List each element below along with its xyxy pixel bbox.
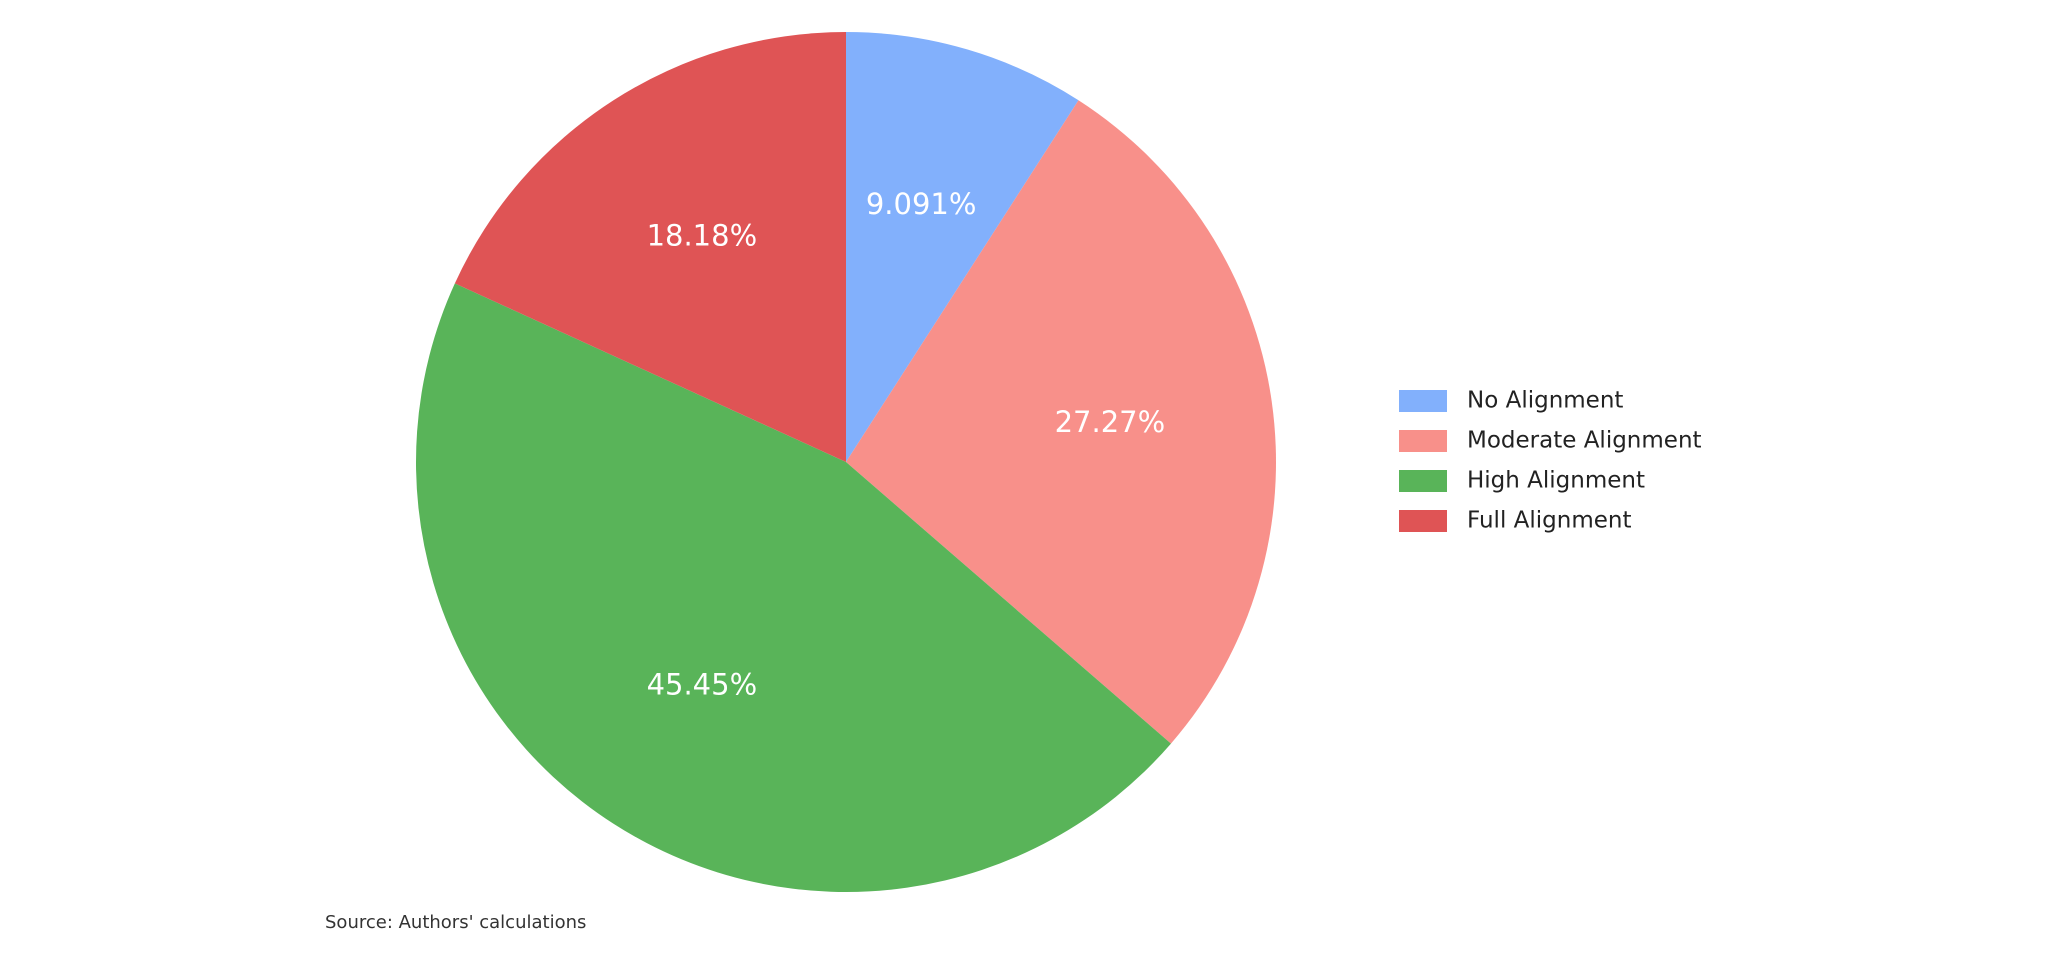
legend-swatch [1399, 470, 1447, 492]
legend-swatch [1399, 390, 1447, 412]
slice-value-label: 45.45% [647, 667, 758, 701]
source-note: Source: Authors' calculations [325, 912, 587, 933]
legend-label: Moderate Alignment [1467, 428, 1702, 454]
legend-label: No Alignment [1467, 388, 1623, 414]
pie-slice-labels: 9.091% 27.27% 45.45% 18.18% [647, 187, 1166, 701]
pie-slices [415, 32, 1276, 892]
pie-slice-no-alignment [846, 32, 1079, 462]
legend-swatch [1399, 430, 1447, 452]
legend-swatch [1399, 510, 1447, 532]
pie-slice-moderate-alignment [846, 100, 1276, 744]
legend: No Alignment Moderate Alignment High Align… [1399, 388, 1702, 534]
legend-label: Full Alignment [1467, 508, 1631, 534]
pie-slice-high-alignment [415, 283, 1171, 892]
pie-slice-full-alignment [454, 32, 846, 462]
slice-value-label: 27.27% [1055, 405, 1166, 439]
slice-value-label: 9.091% [866, 187, 977, 221]
legend-label: High Alignment [1467, 468, 1645, 494]
slice-value-label: 18.18% [647, 219, 758, 253]
